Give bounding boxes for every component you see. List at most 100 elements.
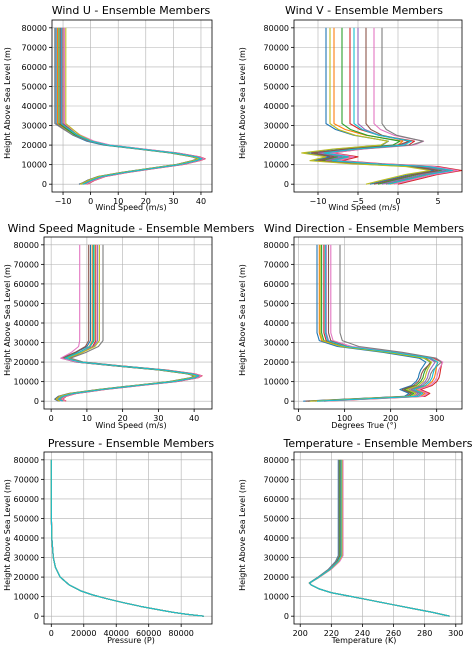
ensemble-member-line [309,459,450,617]
x-tick-label: −10 [310,197,327,206]
y-tick-label: 80000 [14,241,39,250]
y-tick-label: 0 [284,180,289,189]
x-tick-label: 100 [337,414,352,423]
ensemble-member-line [318,244,439,402]
x-axis-label: Wind Speed (m/s) [95,203,166,212]
y-tick-label: 20000 [264,573,289,582]
y-tick-label: 10000 [264,161,289,170]
ensemble-member-line [317,27,447,185]
y-tick-label: 0 [284,612,289,621]
x-axis-label: Pressure (P) [107,636,155,645]
y-tick-label: 50000 [14,514,39,523]
y-tick-label: 50000 [22,82,47,91]
x-tick-label: 0 [395,197,400,206]
x-tick-label: 40 [196,197,206,206]
x-axis-label: Wind Speed (m/s) [328,203,399,212]
chart-title: Wind U - Ensemble Members [52,4,211,17]
y-tick-label: 80000 [264,241,289,250]
y-axis-label: Height Above Sea Level (m) [238,264,247,376]
y-tick-label: 10000 [14,378,39,387]
x-tick-label: 220 [324,629,339,638]
y-tick-label: 0 [34,612,39,621]
y-tick-label: 70000 [14,475,39,484]
y-tick-label: 70000 [264,260,289,269]
x-tick-label: 5 [435,197,440,206]
y-tick-label: 20000 [22,141,47,150]
ensemble-member-line [312,244,436,402]
x-tick-label: 0 [49,414,54,423]
x-tick-label: 300 [429,414,444,423]
y-tick-label: 30000 [14,554,39,563]
x-tick-label: 10 [82,414,92,423]
x-axis-label: Degrees True (°) [331,421,397,430]
x-tick-label: 20 [141,197,151,206]
x-tick-label: 40000 [104,629,129,638]
y-tick-label: 30000 [264,339,289,348]
y-tick-label: 20000 [14,573,39,582]
ensemble-member-line [307,244,432,402]
y-tick-label: 80000 [264,456,289,465]
y-axis-label: Height Above Sea Level (m) [3,47,12,159]
x-tick-label: 280 [417,629,432,638]
y-tick-label: 70000 [264,475,289,484]
y-tick-label: 0 [284,397,289,406]
y-tick-label: 40000 [14,319,39,328]
y-tick-label: 70000 [22,43,47,52]
y-tick-label: 0 [42,180,47,189]
panel-wind-speed: Wind Speed Magnitude - Ensemble Members … [3,222,255,430]
y-tick-label: 20000 [14,358,39,367]
y-tick-label: 40000 [264,319,289,328]
ensemble-member-line [303,244,427,402]
x-tick-label: 60000 [136,629,161,638]
x-tick-label: 0 [88,197,93,206]
y-tick-label: 60000 [14,280,39,289]
y-tick-label: 50000 [264,514,289,523]
ensemble-member-line [305,244,432,402]
chart-title: Pressure - Ensemble Members [48,437,215,450]
panel-temperature: Temperature - Ensemble Members Temperatu… [238,437,473,645]
x-tick-label: 30 [153,414,163,423]
y-tick-label: 80000 [22,24,47,33]
y-tick-label: 30000 [264,554,289,563]
ensemble-member-line [321,244,444,402]
panel-pressure: Pressure - Ensemble Members Pressure (P)… [3,437,214,645]
y-tick-label: 40000 [264,534,289,543]
x-axis-label: Temperature (K) [331,636,397,645]
ensemble-member-line [50,459,204,617]
y-tick-label: 50000 [264,82,289,91]
chart-title: Temperature - Ensemble Members [282,437,472,450]
ensemble-member-line [58,244,199,402]
ensemble-member-line [323,244,443,402]
y-axis-label: Height Above Sea Level (m) [238,47,247,159]
ensemble-member-line [60,27,203,185]
x-tick-label: 260 [386,629,401,638]
y-tick-label: 10000 [264,378,289,387]
y-tick-label: 50000 [264,299,289,308]
y-axis-label: Height Above Sea Level (m) [238,479,247,591]
x-tick-label: 300 [448,629,463,638]
chart-title: Wind Speed Magnitude - Ensemble Members [8,222,255,235]
x-tick-label: 20000 [71,629,96,638]
x-tick-label: 80000 [168,629,193,638]
y-tick-label: 30000 [22,122,47,131]
x-tick-label: 240 [355,629,370,638]
ensemble-member-line [311,27,439,185]
y-tick-label: 60000 [264,63,289,72]
y-tick-label: 10000 [14,593,39,602]
y-tick-label: 40000 [264,102,289,111]
chart-title: Wind Direction - Ensemble Members [264,222,464,235]
chart-title: Wind V - Ensemble Members [285,4,443,17]
y-tick-label: 80000 [14,456,39,465]
x-tick-label: 0 [49,629,54,638]
y-tick-label: 0 [34,397,39,406]
y-tick-label: 80000 [264,24,289,33]
y-axis-label: Height Above Sea Level (m) [3,264,12,376]
x-tick-label: −10 [55,197,72,206]
x-tick-label: 200 [383,414,398,423]
x-tick-label: 30 [168,197,178,206]
y-tick-label: 60000 [14,495,39,504]
x-tick-label: 10 [113,197,123,206]
ensemble-member-line [316,244,439,402]
x-tick-label: −5 [352,197,364,206]
